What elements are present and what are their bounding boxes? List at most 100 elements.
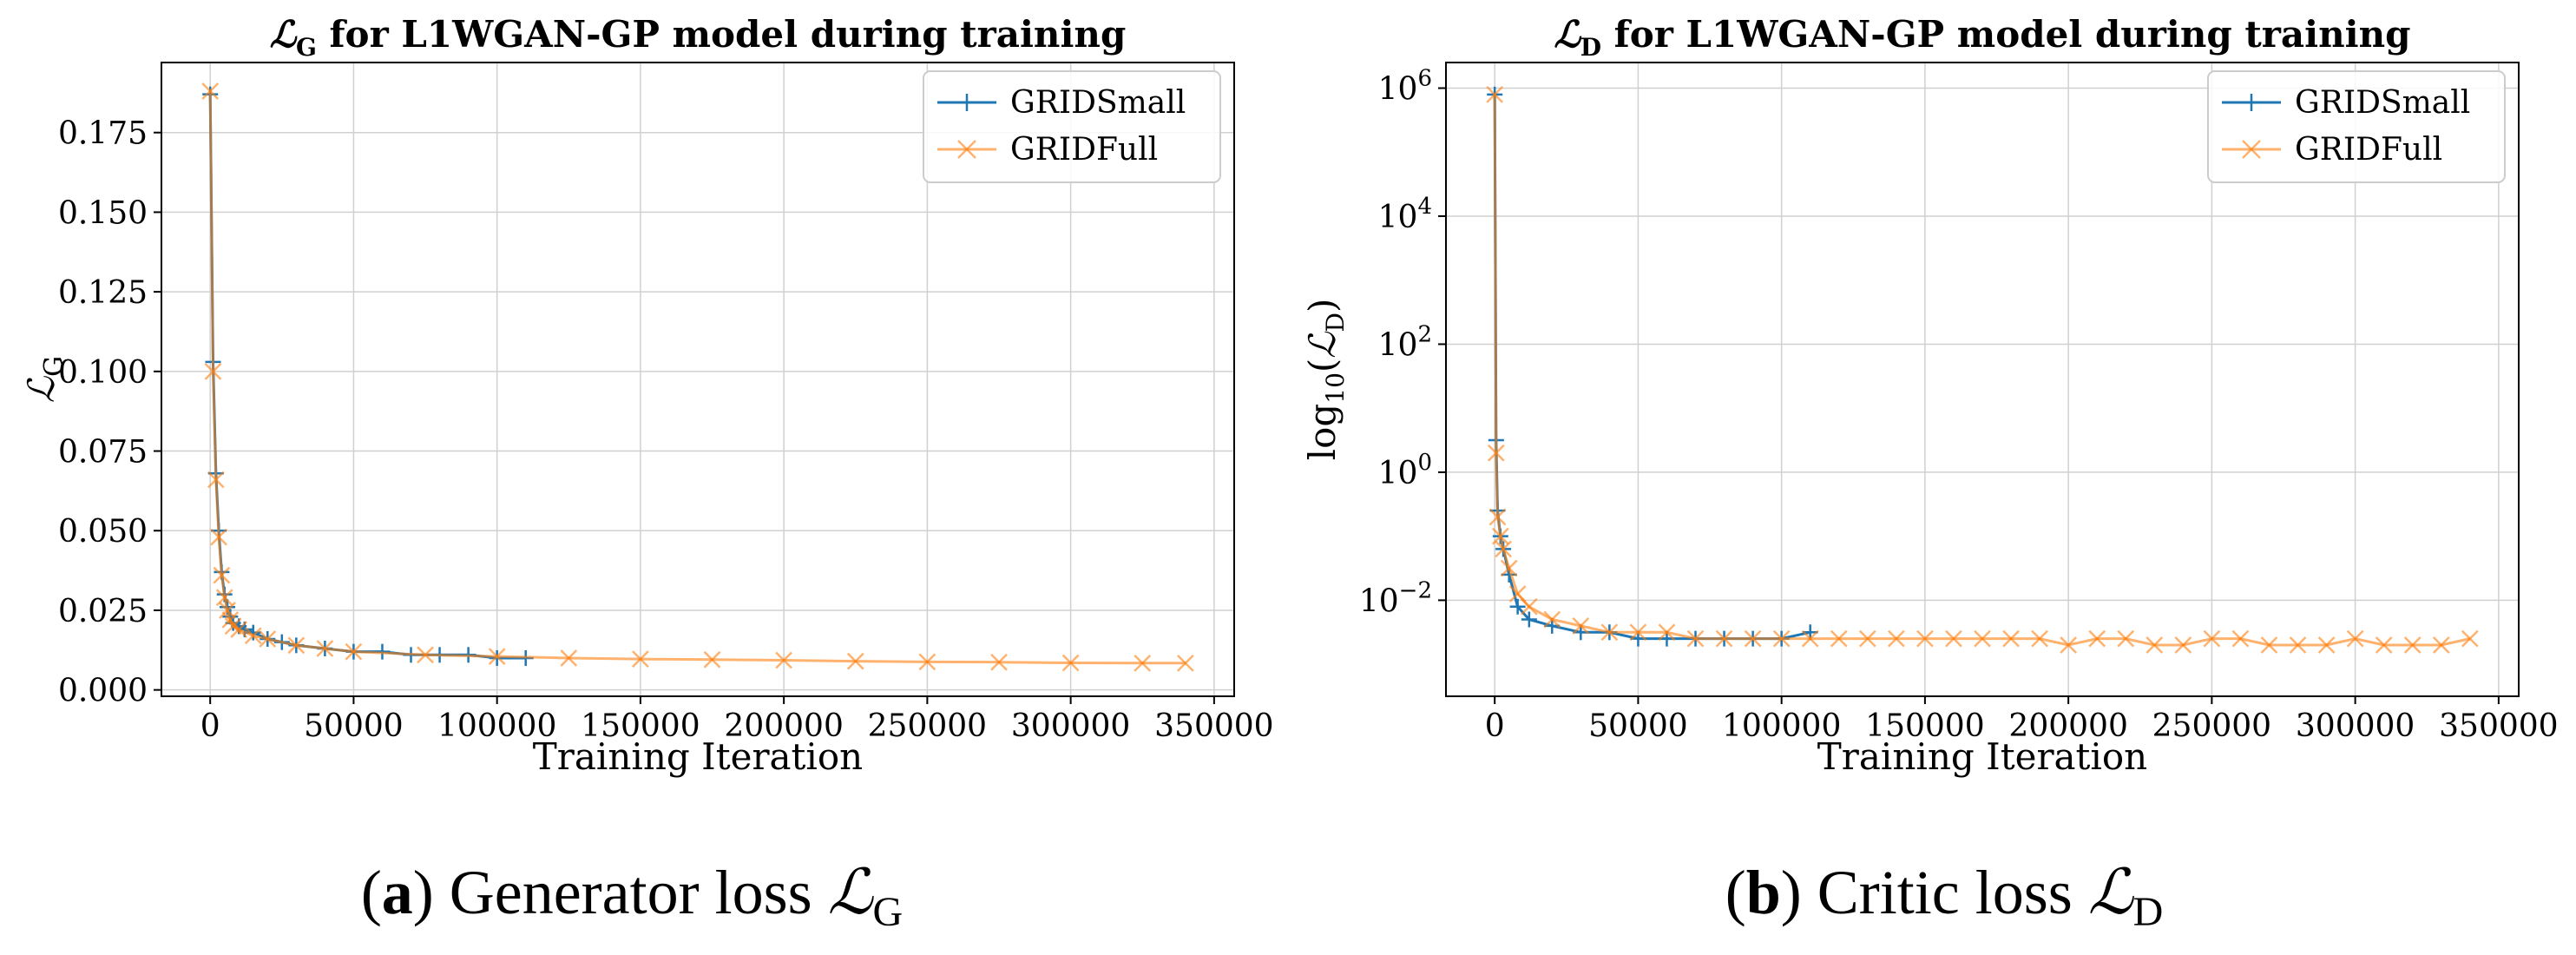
- x-tick-label-b-6: 300000: [2296, 708, 2415, 744]
- series-group-b: [1486, 85, 2479, 654]
- legend-label-b-0: GRIDSmall: [2295, 85, 2470, 121]
- x-tick-label-b-3: 150000: [1865, 708, 1984, 744]
- y-ticks-b: 10−2 100 102 104 106: [1359, 65, 1446, 619]
- x-tick-label-b-4: 200000: [2008, 708, 2127, 744]
- legend-label-a-0: GRIDSmall: [1010, 85, 1186, 121]
- y-tick-label-b-3: 104: [1378, 194, 1432, 235]
- legend-marker-glyph-b-0: [2243, 94, 2260, 111]
- data-point-b-1-2: [1488, 508, 1507, 526]
- generator-loss-chart: ℒG for L1WGAN-GP model during training 0…: [20, 13, 1274, 778]
- legend-marker-b-1: [2242, 140, 2261, 159]
- data-point-a-1-9: [230, 621, 248, 638]
- data-point-b-1-21: [1916, 629, 1934, 648]
- data-point-b-1-24: [2002, 629, 2020, 648]
- data-point-b-1-10: [1600, 623, 1619, 642]
- data-point-a-1-0: [201, 82, 220, 100]
- y-tick-label-a-3: 0.075: [58, 435, 148, 471]
- y-tick-label-a-7: 0.175: [58, 116, 148, 152]
- data-point-b-1-7: [1520, 597, 1538, 616]
- data-point-a-1-20: [775, 651, 793, 669]
- data-point-a-1-13: [316, 640, 334, 657]
- legend-marker-glyph-a-0: [958, 94, 976, 111]
- data-point-b-1-12: [1658, 623, 1676, 642]
- data-point-b-1-5: [1500, 559, 1518, 577]
- x-axis-label-b: Training Iteration: [1817, 735, 2147, 778]
- data-point-a-1-12: [287, 636, 306, 655]
- y-ticks-a: 0.000 0.025 0.050 0.075 0.100 0.125 0.150 0.175: [58, 116, 161, 709]
- data-point-b-1-31: [2203, 629, 2221, 648]
- data-point-b-1-18: [1830, 629, 1848, 648]
- data-point-a-1-23: [990, 653, 1008, 671]
- data-point-b-1-3: [1491, 527, 1509, 545]
- data-point-b-1-26: [2060, 636, 2078, 654]
- y-tick-label-a-1: 0.025: [58, 594, 148, 629]
- data-point-b-1-35: [2317, 636, 2336, 654]
- plot-frame-a: [161, 62, 1235, 697]
- y-tick-label-a-5: 0.125: [58, 275, 148, 311]
- data-point-a-1-21: [846, 652, 864, 670]
- legend-box-a: [923, 70, 1221, 183]
- data-point-a-1-2: [207, 471, 225, 489]
- data-point-b-1-27: [2088, 629, 2106, 648]
- x-tick-label-a-5: 250000: [868, 708, 987, 744]
- x-axis-label-a: Training Iteration: [533, 735, 863, 778]
- data-point-b-1-29: [2146, 636, 2164, 654]
- data-point-b-1-19: [1858, 629, 1876, 648]
- data-point-b-1-20: [1887, 629, 1905, 648]
- data-point-b-1-0: [1486, 85, 1504, 103]
- x-tick-label-a-2: 100000: [437, 708, 556, 744]
- x-tick-label-a-3: 150000: [581, 708, 700, 744]
- data-point-b-1-32: [2231, 629, 2250, 648]
- data-point-b-1-15: [1744, 629, 1762, 648]
- chart-title-b: ℒD for L1WGAN-GP model during training: [1554, 13, 2411, 62]
- data-point-a-1-22: [918, 653, 936, 671]
- data-point-b-1-36: [2346, 629, 2364, 648]
- x-tick-label-a-4: 200000: [724, 708, 843, 744]
- data-point-a-1-4: [213, 566, 231, 584]
- x-tick-label-b-7: 350000: [2439, 708, 2558, 744]
- legend-b: GRIDSmall GRIDFull: [2207, 70, 2506, 183]
- x-tick-label-a-6: 300000: [1011, 708, 1130, 744]
- data-point-b-1-25: [2031, 629, 2048, 648]
- data-point-b-1-23: [1974, 629, 1991, 648]
- plot-frame-b: [1445, 62, 2520, 697]
- y-tick-label-b-4: 106: [1378, 65, 1432, 107]
- series-a-1: [201, 82, 1194, 672]
- data-point-a-1-17: [560, 649, 578, 667]
- legend-marker-a-0: [958, 94, 976, 111]
- legend-marker-glyph-b-1: [2242, 140, 2261, 159]
- data-point-a-1-15: [417, 646, 434, 664]
- legend-marker-glyph-a-1: [957, 140, 976, 159]
- legend-marker-a-1: [957, 140, 976, 159]
- legend-a: GRIDSmall GRIDFull: [923, 70, 1221, 183]
- y-axis-label-a: ℒG: [20, 356, 69, 403]
- data-point-b-1-17: [1801, 629, 1819, 648]
- data-point-a-0-21: [489, 649, 505, 666]
- x-tick-label-b-1: 50000: [1588, 708, 1688, 744]
- x-tick-label-b-0: 0: [1485, 708, 1505, 744]
- x-ticks-a: 0 50000 100000 150000 200000 250000 300000 3500…: [200, 696, 1274, 744]
- data-point-b-1-30: [2174, 636, 2192, 654]
- data-point-a-1-3: [210, 528, 227, 546]
- data-point-a-1-25: [1134, 654, 1152, 672]
- data-point-b-1-4: [1495, 540, 1512, 558]
- chart-title-a: ℒG for L1WGAN-GP model during training: [270, 13, 1127, 62]
- data-point-b-0-6: [1509, 598, 1526, 615]
- y-tick-label-b-0: 10−2: [1359, 577, 1432, 619]
- data-point-b-1-38: [2403, 636, 2422, 654]
- data-point-b-1-37: [2375, 636, 2393, 654]
- y-tick-label-a-2: 0.050: [58, 514, 148, 550]
- series-group-a: [201, 82, 1194, 672]
- data-point-a-1-18: [632, 650, 649, 668]
- data-point-b-1-16: [1772, 629, 1791, 648]
- x-tick-label-b-2: 100000: [1722, 708, 1841, 744]
- data-point-a-1-14: [345, 642, 363, 661]
- data-point-b-1-34: [2289, 636, 2307, 654]
- data-point-b-1-33: [2260, 636, 2278, 654]
- data-point-a-1-11: [259, 630, 277, 648]
- data-point-a-1-10: [244, 627, 262, 645]
- y-tick-label-b-2: 102: [1378, 321, 1432, 363]
- x-tick-label-b-5: 250000: [2152, 708, 2271, 744]
- x-tick-label-a-1: 50000: [304, 708, 404, 744]
